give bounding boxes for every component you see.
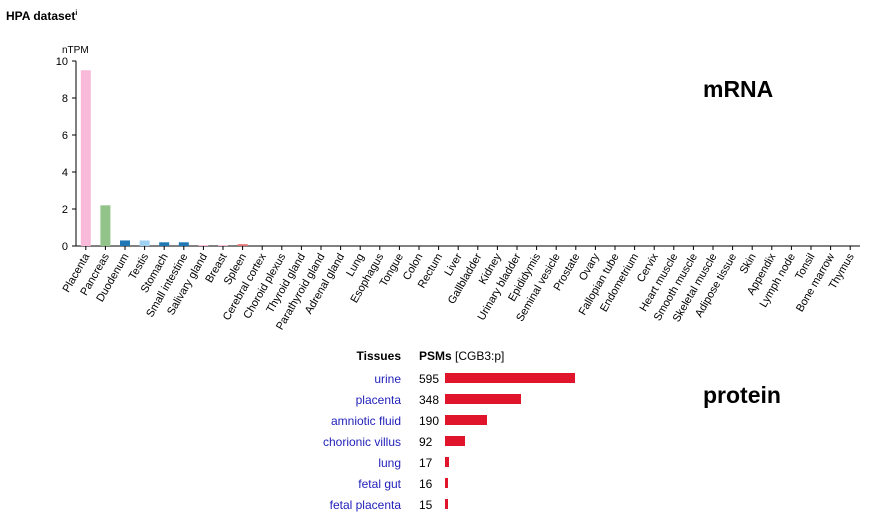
psm-value: 190 (419, 414, 440, 428)
tissue-link[interactable]: amniotic fluid (330, 414, 401, 428)
protein-row: urine 595 (0, 372, 700, 393)
mrna-label: mRNA (703, 76, 774, 102)
protein-row: fetal placenta 15 (0, 498, 700, 519)
tissue-link[interactable]: urine (374, 372, 401, 386)
mrna-chart: nTPM0246810PlacentaPancreasDuodenumTesti… (56, 45, 860, 332)
tissues-header: Tissues (356, 349, 401, 363)
y-tick-label: 0 (62, 241, 68, 253)
protein-label: protein (703, 382, 781, 408)
psm-value: 92 (419, 435, 433, 449)
protein-row: fetal gut 16 (0, 477, 700, 498)
tissue-link[interactable]: lung (378, 456, 401, 470)
bar-salivary-gland (198, 245, 209, 246)
bar-duodenum (120, 240, 130, 246)
bar-placenta (80, 70, 91, 246)
y-axis-label: nTPM (62, 45, 89, 56)
tissue-link[interactable]: fetal gut (358, 477, 401, 491)
bar-pancreas (100, 205, 111, 246)
tissue-link[interactable]: fetal placenta (329, 498, 401, 512)
bar-spleen (237, 244, 248, 246)
tissue-link[interactable]: placenta (355, 393, 401, 407)
psm-value: 16 (419, 477, 433, 491)
y-tick-label: 4 (62, 167, 68, 179)
psms-header-suffix: [CGB3:p] (455, 349, 505, 363)
protein-row: lung 17 (0, 456, 700, 477)
psm-value: 348 (419, 393, 440, 407)
bar-testis (139, 240, 150, 246)
info-mark[interactable]: i (75, 10, 78, 17)
psm-bar (445, 457, 449, 467)
protein-row: placenta 348 (0, 393, 700, 414)
protein-row: amniotic fluid 190 (0, 414, 700, 435)
psm-bar (445, 436, 466, 446)
y-tick-label: 8 (62, 93, 68, 105)
dataset-title-text: HPA dataset (6, 9, 76, 23)
psm-bar (445, 394, 522, 404)
psm-bar (445, 373, 575, 383)
bar-breast (218, 245, 228, 246)
protein-row: chorionic villus 92 (0, 435, 700, 456)
bar-stomach (159, 242, 170, 246)
tissue-link[interactable]: chorionic villus (322, 435, 401, 449)
psm-value: 15 (419, 498, 433, 512)
psm-bar (445, 499, 449, 509)
psm-bar (445, 478, 449, 488)
psms-header: PSMs [CGB3:p] (419, 349, 504, 363)
y-tick-label: 6 (62, 130, 68, 142)
y-tick-label: 2 (62, 204, 68, 216)
y-tick-label: 10 (56, 56, 68, 68)
psm-value: 595 (419, 372, 440, 386)
dataset-title: HPA dataseti (6, 9, 77, 23)
psm-value: 17 (419, 456, 433, 470)
psms-header-label: PSMs (419, 349, 452, 363)
bar-small-intestine (178, 242, 189, 246)
psm-bar (445, 415, 487, 425)
